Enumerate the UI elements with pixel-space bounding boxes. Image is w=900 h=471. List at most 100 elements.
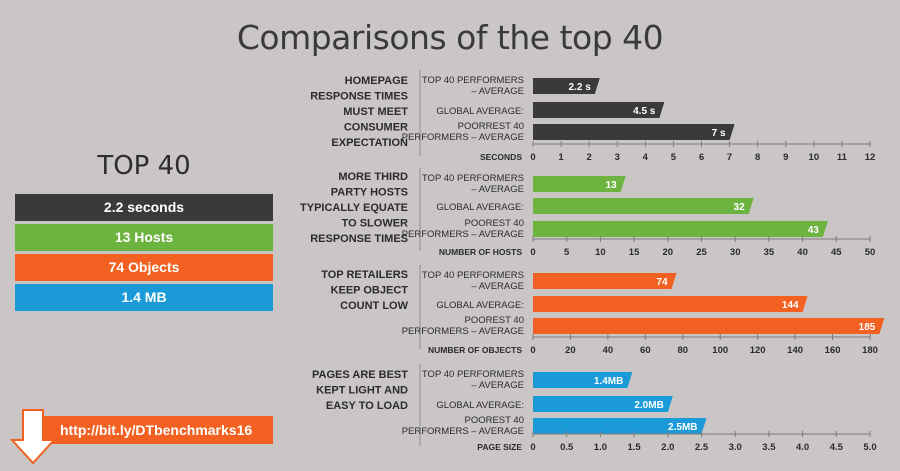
benchmark-link-text: http://bit.ly/DTbenchmarks16 [60,422,253,438]
chart-0-tick-label: 12 [865,152,876,163]
chart-0-tick-label: 5 [671,152,677,163]
chart-1-title-line: RESPONSE TIMES [310,233,408,245]
chart-1-category-label: – AVERAGE [471,184,524,195]
chart-2-xlabel: NUMBER OF OBJECTS [428,345,522,355]
chart-1-bar [533,221,828,237]
chart-0-tick-label: 7 [727,152,732,163]
chart-0-bar [533,102,665,118]
chart-3-tick-label: 2.5 [695,442,709,453]
chart-3-bar [533,396,673,412]
chart-0-tick-label: 2 [587,152,592,163]
chart-1-tick-label: 20 [663,247,674,258]
chart-1-tick-label: 15 [629,247,640,258]
summary-bar-size: 1.4 MB [15,284,273,311]
chart-2-category-label: – AVERAGE [471,281,524,292]
chart-1-tick-label: 35 [764,247,775,258]
summary-bar-objects: 74 Objects [15,254,273,281]
chart-1-tick-label: 50 [865,247,876,258]
chart-2-tick-label: 140 [787,345,803,356]
chart-1-tick-label: 25 [696,247,707,258]
chart-2-bar [533,296,808,312]
chart-3-tick-label: 2.0 [661,442,674,453]
chart-1-category-label: PERFORMERS – AVERAGE [402,229,524,240]
chart-0-bar [533,78,600,94]
chart-1-value-label: 43 [808,225,820,236]
chart-2-tick-label: 120 [750,345,766,356]
chart-3-tick-label: 0 [530,442,535,453]
chart-1-value-label: 32 [734,202,746,213]
chart-1-category-label: TOP 40 PERFORMERS [422,173,524,184]
chart-3-category-label: PERFORMERS – AVERAGE [402,426,524,437]
chart-3-tick-label: 5.0 [863,442,876,453]
chart-2-value-label: 74 [656,277,668,288]
chart-1-xlabel: NUMBER OF HOSTS [439,247,522,257]
chart-2-bar [533,318,885,334]
chart-0-tick-label: 1 [558,152,564,163]
chart-1-title-line: TYPICALLY EQUATE [300,202,408,214]
chart-3-xlabel: PAGE SIZE [477,442,522,452]
chart-3-tick-label: 3.5 [762,442,776,453]
chart-0-xlabel: SECONDS [480,152,522,162]
chart-0-category-label: PERFORMERS – AVERAGE [402,132,524,143]
chart-1-tick-label: 10 [595,247,606,258]
chart-1-title-line: TO SLOWER [342,218,408,230]
summary-bar-hosts: 13 Hosts [15,224,273,251]
chart-0-value-label: 2.2 s [569,82,592,93]
chart-3-bar [533,418,707,434]
chart-0-tick-label: 3 [615,152,620,163]
chart-0-tick-label: 10 [809,152,820,163]
chart-1-bar [533,198,754,214]
chart-2-title-line: KEEP OBJECT [331,285,409,297]
chart-0-title-line: RESPONSE TIMES [310,91,408,103]
chart-2-tick-label: 20 [565,345,576,356]
chart-2-tick-label: 100 [712,345,728,356]
chart-2-category-label: TOP 40 PERFORMERS [422,270,524,281]
chart-1-category-label: POOREST 40 [465,218,525,229]
benchmark-link[interactable]: http://bit.ly/DTbenchmarks16 [38,416,273,444]
chart-3-category-label: POOREST 40 [465,415,525,426]
chart-1-title-line: MORE THIRD [338,171,408,183]
chart-1-tick-label: 30 [730,247,741,258]
chart-3-value-label: 2.0MB [634,400,663,411]
chart-2-category-label: POOREST 40 [465,315,525,326]
chart-3-tick-label: 0.5 [560,442,574,453]
chart-3-category-label: GLOBAL AVERAGE: [436,400,524,411]
chart-0-category-label: GLOBAL AVERAGE: [436,106,524,117]
chart-0-title-line: CONSUMER [344,122,408,134]
chart-3-tick-label: 4.0 [796,442,809,453]
chart-2-value-label: 185 [859,322,876,333]
chart-3-title-line: PAGES ARE BEST [312,369,408,381]
chart-0-tick-label: 6 [699,152,704,163]
chart-1-title-line: PARTY HOSTS [331,187,408,199]
chart-3-category-label: TOP 40 PERFORMERS [422,369,524,380]
chart-3-tick-label: 4.5 [830,442,844,453]
chart-1-tick-label: 45 [831,247,842,258]
chart-3-title-line: EASY TO LOAD [326,400,408,412]
chart-1-tick-label: 0 [530,247,535,258]
chart-2-title-line: COUNT LOW [340,300,408,312]
chart-0-title-line: EXPECTATION [331,137,408,149]
chart-0-tick-label: 0 [530,152,535,163]
chart-3-category-label: – AVERAGE [471,380,524,391]
chart-2-tick-label: 180 [862,345,878,356]
chart-0-tick-label: 8 [755,152,760,163]
chart-2-value-label: 144 [782,300,799,311]
chart-1-bar [533,176,626,192]
chart-0-tick-label: 11 [837,152,848,163]
chart-2-tick-label: 0 [530,345,535,356]
chart-3-value-label: 2.5MB [668,422,697,433]
chart-1-tick-label: 5 [564,247,570,258]
chart-3-tick-label: 3.0 [729,442,742,453]
chart-2-category-label: PERFORMERS – AVERAGE [402,326,524,337]
chart-1-category-label: GLOBAL AVERAGE: [436,202,524,213]
chart-0-title-line: MUST MEET [343,106,408,118]
chart-3-bar [533,372,633,388]
chart-2-bar [533,273,677,289]
chart-0-tick-label: 9 [783,152,788,163]
chart-0-tick-label: 4 [643,152,649,163]
chart-0-category-label: – AVERAGE [471,86,524,97]
chart-0-title-line: HOMEPAGE [345,75,408,87]
chart-3-tick-label: 1.0 [594,442,607,453]
chart-0-category-label: TOP 40 PERFORMERS [422,75,524,86]
